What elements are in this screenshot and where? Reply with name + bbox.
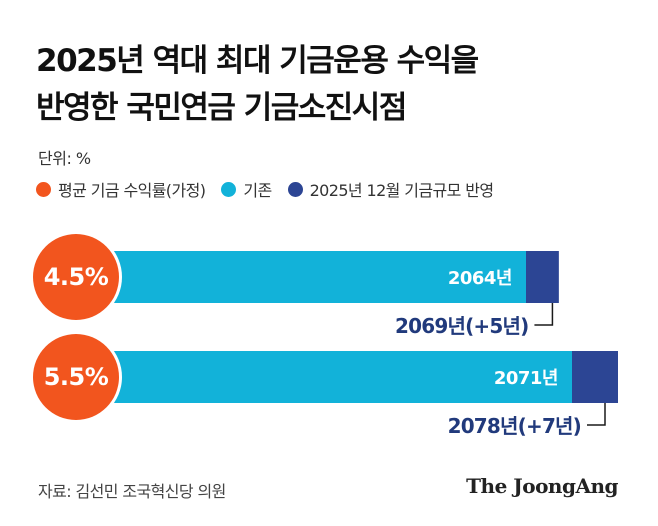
- label-existing-2: 2071년: [494, 368, 558, 389]
- legend-item-updated: 2025년 12월 기금규모 반영: [287, 177, 495, 201]
- unit-label: 단위: %: [38, 149, 91, 168]
- legend-item-rate: 평균 기금 수익률(가정): [36, 177, 206, 201]
- label-updated-2: 2078년(+7년): [448, 414, 581, 438]
- category-label-1: 4.5%: [44, 263, 109, 291]
- bar-existing-2: [60, 351, 572, 403]
- legend-swatch-existing: [221, 181, 237, 197]
- category-circle-1: [33, 234, 119, 320]
- bar-updated-1: [526, 251, 559, 303]
- legend-label-existing: 기존: [243, 181, 272, 200]
- label-existing-1: 2064년: [448, 268, 512, 289]
- title-line-1: 2025년 역대 최대 기금운용 수익을: [36, 43, 479, 79]
- legend-label-updated: 2025년 12월 기금규모 반영: [309, 181, 495, 200]
- bar-updated-2: [572, 351, 618, 403]
- legend-swatch-rate: [36, 181, 51, 197]
- source-note: 자료: 김선민 조국혁신당 의원: [38, 482, 226, 501]
- bar-existing-1: [60, 251, 526, 303]
- label-updated-1: 2069년(+5년): [395, 314, 528, 338]
- chart-title: 2025년 역대 최대 기금운용 수익을 반영한 국민연금 기금소진시점: [36, 38, 636, 132]
- legend-swatch-updated: [287, 181, 303, 197]
- leader-line-1: [534, 303, 554, 326]
- legend: 평균 기금 수익률(가정) 기존 2025년 12월 기금규모 반영: [36, 178, 494, 200]
- legend-label-rate: 평균 기금 수익률(가정): [58, 181, 206, 200]
- leader-line-2: [587, 403, 606, 426]
- publisher-logo: The JoongAng: [466, 474, 618, 498]
- category-circle-2: [33, 334, 119, 420]
- legend-item-existing: 기존: [221, 177, 272, 201]
- category-label-2: 5.5%: [44, 363, 109, 391]
- title-line-2: 반영한 국민연금 기금소진시점: [36, 90, 407, 126]
